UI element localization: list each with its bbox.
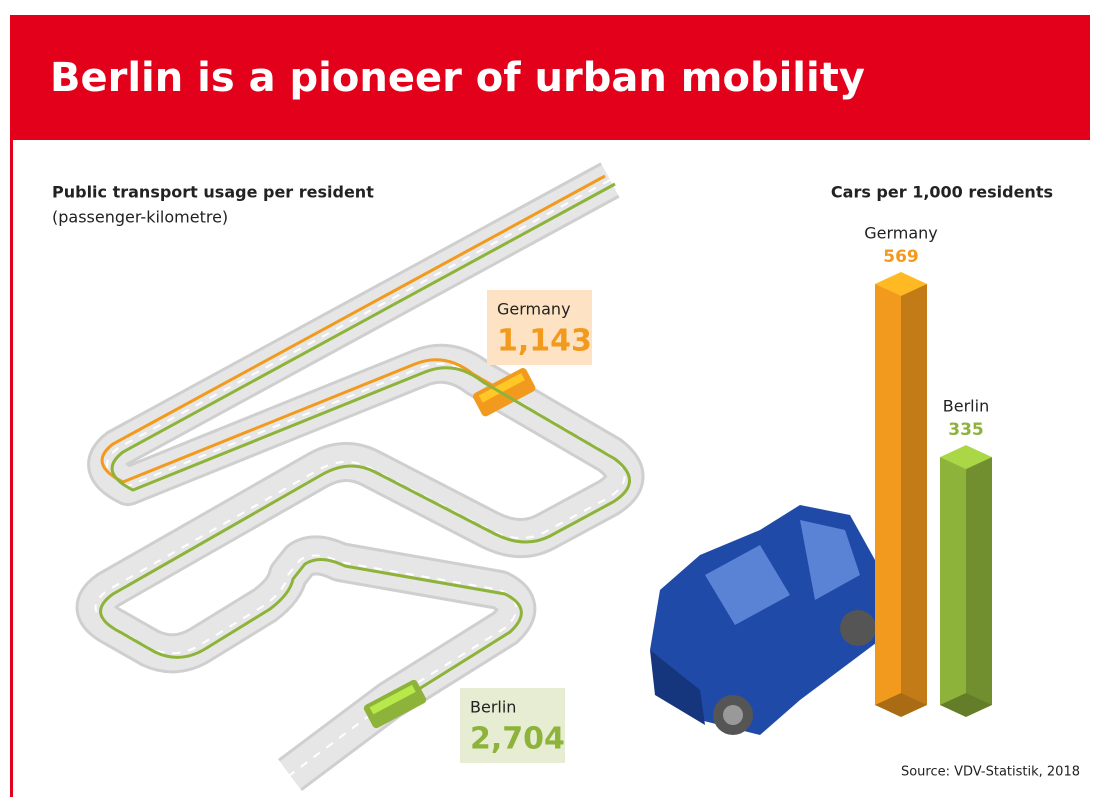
value-label: 335 <box>948 420 984 440</box>
infographic: Berlin is a pioneer of urban mobility Pu… <box>0 0 1097 797</box>
bar-side <box>966 457 992 705</box>
category-label: Berlin <box>470 698 516 717</box>
left-border <box>10 140 13 797</box>
right-title: Cars per 1,000 residents <box>831 183 1053 202</box>
source: Source: VDV-Statistik, 2018 <box>901 765 1080 780</box>
value-label: 2,704 <box>470 722 565 757</box>
title: Berlin is a pioneer of urban mobility <box>50 55 865 101</box>
category-label: Germany <box>864 223 938 242</box>
road <box>91 176 630 775</box>
value-label: 569 <box>883 247 919 267</box>
bar-side <box>901 284 927 705</box>
category-label: Germany <box>497 300 571 319</box>
value-label: 1,143 <box>497 324 592 359</box>
car-illustration <box>650 505 880 735</box>
road-surface <box>96 180 625 775</box>
left-subtitle: (passenger-kilometre) <box>52 208 228 227</box>
category-label: Berlin <box>943 397 989 416</box>
left-title: Public transport usage per resident <box>52 183 374 202</box>
